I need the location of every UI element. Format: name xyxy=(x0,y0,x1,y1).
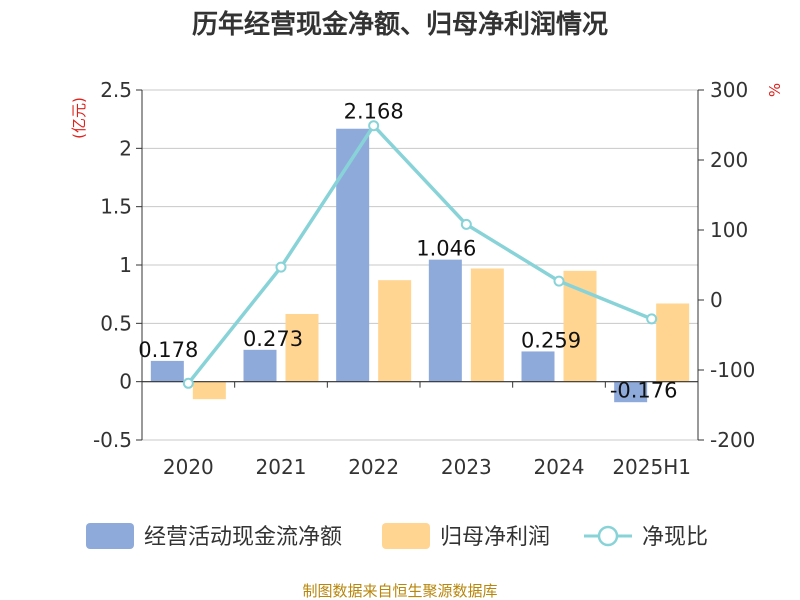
data-label: 1.046 xyxy=(416,237,476,261)
x-tick-label: 2024 xyxy=(534,455,585,479)
left-tick-label: 1.5 xyxy=(100,195,132,219)
net-profit-bar xyxy=(470,268,504,382)
data-label: 2.168 xyxy=(344,100,404,124)
x-tick-label: 2020 xyxy=(163,455,214,479)
legend-swatch-ratio-marker xyxy=(597,525,619,547)
net-profit-bar xyxy=(563,270,597,382)
ratio-line-point xyxy=(368,120,380,132)
left-tick-label: -0.5 xyxy=(93,428,132,452)
ratio-line-point xyxy=(182,377,194,389)
data-label: -0.176 xyxy=(610,379,678,403)
operating-cashflow-bar xyxy=(521,351,555,382)
data-labels: 0.178 0.273 2.168 1.046 0.259 -0.176 xyxy=(138,100,677,403)
right-tick-label: 0 xyxy=(710,288,723,312)
x-tick-label: 2025H1 xyxy=(612,455,691,479)
right-tick-label: 100 xyxy=(710,218,748,242)
legend-label: 经营活动现金流净额 xyxy=(144,525,342,550)
ratio-line-point xyxy=(460,218,472,230)
bars xyxy=(150,128,690,403)
data-label: 0.273 xyxy=(243,327,303,351)
legend-label: 净现比 xyxy=(642,525,708,550)
left-tick-label: 0.5 xyxy=(100,311,132,335)
operating-cashflow-bar xyxy=(336,128,370,382)
net-profit-bar xyxy=(285,314,319,382)
ratio-line-point xyxy=(553,275,565,287)
right-axis-unit: % xyxy=(766,83,784,97)
right-tick-label: -100 xyxy=(710,358,755,382)
tick-labels: 2.5 2 1.5 1 0.5 0 -0.5 300 200 100 0 -100 -200 2020 20… xyxy=(93,78,755,479)
net-profit-bar xyxy=(378,280,412,382)
ratio-line-path xyxy=(186,123,653,385)
left-tick-label: 2 xyxy=(119,136,132,160)
chart-title: 历年经营现金净额、归母净利润情况 xyxy=(192,9,608,40)
right-tick-label: 200 xyxy=(710,148,748,172)
x-tick-label: 2021 xyxy=(256,455,307,479)
ratio-line-point xyxy=(646,313,658,325)
left-axis-unit: (亿元) xyxy=(70,97,88,139)
right-tick-label: 300 xyxy=(710,78,748,102)
source-note: 制图数据来自恒生聚源数据库 xyxy=(302,582,497,600)
legend-swatch-operating-cashflow xyxy=(86,523,134,549)
operating-cashflow-bar xyxy=(428,259,462,382)
legend-swatch-net-profit xyxy=(382,523,430,549)
operating-cashflow-bar xyxy=(243,349,277,382)
net-profit-bar xyxy=(192,381,226,400)
ratio-line xyxy=(182,120,658,389)
left-tick-label: 0 xyxy=(119,370,132,394)
right-tick-label: -200 xyxy=(710,428,755,452)
ratio-line-point xyxy=(275,261,287,273)
data-label: 0.178 xyxy=(138,338,198,362)
left-tick-label: 1 xyxy=(119,253,132,277)
x-tick-label: 2022 xyxy=(348,455,399,479)
left-tick-label: 2.5 xyxy=(100,78,132,102)
legend-label: 归母净利润 xyxy=(440,525,550,550)
operating-cashflow-bar xyxy=(614,381,648,403)
axes xyxy=(136,89,704,441)
data-label: 0.259 xyxy=(521,328,581,352)
net-profit-bar xyxy=(656,303,690,382)
operating-cashflow-bar xyxy=(150,360,184,382)
legend: 经营活动现金流净额 归母净利润 净现比 xyxy=(86,523,708,550)
x-tick-label: 2023 xyxy=(441,455,492,479)
